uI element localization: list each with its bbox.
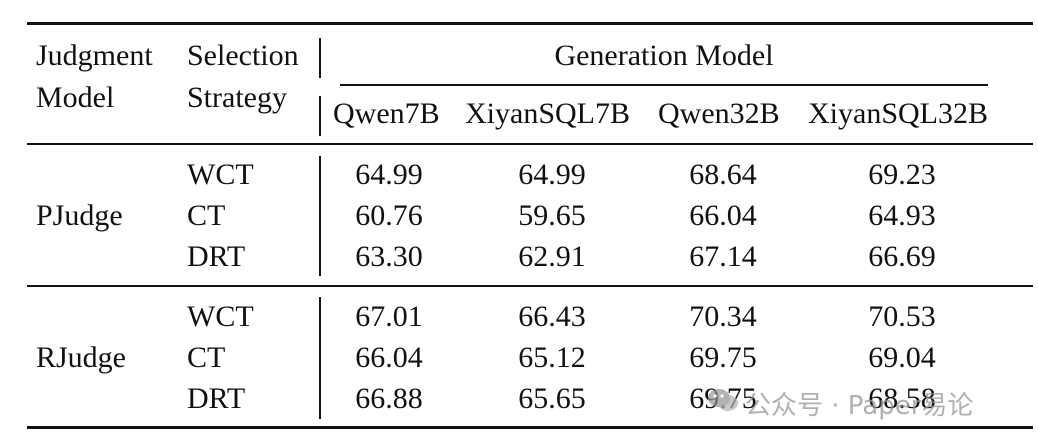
- table-cell: 64.99: [355, 158, 423, 191]
- table-cell: 64.99: [518, 158, 586, 191]
- table-cell: 70.34: [689, 300, 757, 333]
- table-cell: 70.53: [868, 300, 936, 333]
- table-cell: 69.23: [868, 158, 936, 191]
- table-cell: 66.69: [868, 240, 936, 273]
- table-cell: 69.75: [689, 341, 757, 374]
- strategy-label: CT: [187, 199, 226, 232]
- group-rule: [27, 285, 1033, 287]
- table-cell: 63.30: [355, 240, 423, 273]
- table-cell: 67.14: [689, 240, 757, 273]
- column-header-xiyansql7b: XiyanSQL7B: [465, 97, 630, 130]
- strategy-label: DRT: [187, 382, 246, 415]
- header-separator-lower: [319, 96, 321, 136]
- table-cell: 65.12: [518, 341, 586, 374]
- watermark-text: 公众号 · Paper易论: [745, 391, 974, 421]
- selection-strategy-header-line2: Strategy: [187, 81, 287, 114]
- table-cell: 66.04: [689, 199, 757, 232]
- generation-model-header: Generation Model: [554, 39, 774, 72]
- table-cell: 68.64: [689, 158, 757, 191]
- table-cell: 68.58: [868, 382, 936, 415]
- table-cell: 64.93: [868, 199, 936, 232]
- header-rule: [27, 143, 1033, 145]
- selection-strategy-header-line1: Selection: [187, 39, 299, 72]
- strategy-label: CT: [187, 341, 226, 374]
- group-label-rjudge: RJudge: [36, 341, 126, 374]
- table-cell: 65.65: [518, 382, 586, 415]
- judgment-model-header-line2: Model: [36, 81, 115, 114]
- column-header-qwen7b: Qwen7B: [333, 97, 440, 130]
- table-cell: 62.91: [518, 240, 586, 273]
- strategy-label: WCT: [187, 300, 254, 333]
- judgment-model-header-line1: Judgment: [36, 39, 153, 72]
- table-cell: 69.04: [868, 341, 936, 374]
- header-separator-upper: [319, 38, 321, 78]
- table-cell: 59.65: [518, 199, 586, 232]
- strategy-label: DRT: [187, 240, 246, 273]
- table-cell: 66.04: [355, 341, 423, 374]
- column-header-qwen32b: Qwen32B: [658, 97, 780, 130]
- bottom-rule: [27, 426, 1033, 429]
- table-cell: 66.88: [355, 382, 423, 415]
- table-cell: 60.76: [355, 199, 423, 232]
- table-cell: 67.01: [355, 300, 423, 333]
- column-header-xiyansql32b: XiyanSQL32B: [808, 97, 988, 130]
- generation-model-underline: [340, 84, 988, 86]
- group2-separator: [319, 297, 321, 419]
- group1-separator: [319, 156, 321, 276]
- top-rule: [27, 22, 1033, 25]
- table-cell: 66.43: [518, 300, 586, 333]
- wechat-icon: [708, 389, 738, 411]
- strategy-label: WCT: [187, 158, 254, 191]
- group-label-pjudge: PJudge: [36, 199, 123, 232]
